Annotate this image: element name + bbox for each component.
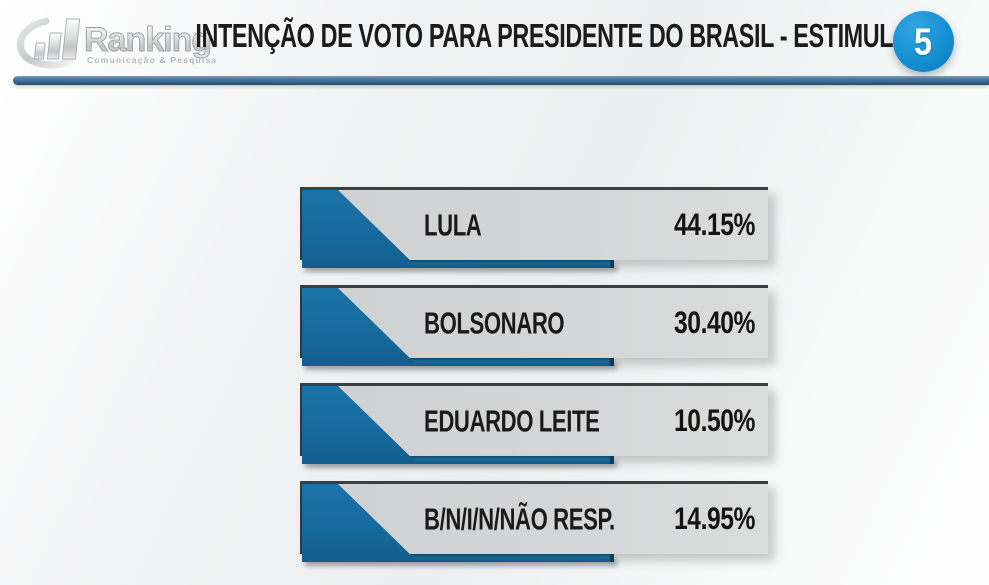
logo-tagline: Comunicação & Pesquisa (87, 55, 217, 65)
candidate-card: B/N/I/N/NÃO RESP. 14.95% (300, 481, 768, 562)
candidate-name: EDUARDO LEITE (424, 403, 600, 439)
card-underline-bar (302, 358, 614, 366)
card-flag-shape (302, 484, 418, 562)
card-underline-bar (302, 260, 614, 268)
ranking-logo: Ranking Comunicação & Pesquisa (12, 6, 227, 77)
logo-swoosh-icon (16, 17, 76, 69)
results-list: LULA 44.15% BOLSONARO 30.40% EDUARDO LEI… (300, 187, 770, 562)
candidate-percentage: 44.15% (674, 207, 755, 242)
candidate-card: BOLSONARO 30.40% (300, 285, 768, 366)
candidate-card: EDUARDO LEITE 10.50% (300, 383, 768, 464)
logo-wordmark: Ranking (84, 21, 211, 59)
card-underline-bar (302, 554, 614, 562)
card-flag-shape (302, 190, 418, 268)
logo-bars-icon (33, 18, 81, 60)
page-number: 5 (914, 19, 933, 63)
card-flag-shape (302, 386, 418, 464)
card-underline-bar (302, 456, 614, 464)
candidate-name: BOLSONARO (424, 305, 565, 341)
candidate-percentage: 30.40% (674, 305, 755, 340)
candidate-name: LULA (424, 207, 482, 243)
slide-title: INTENÇÃO DE VOTO PARA PRESIDENTE DO BRAS… (90, 18, 943, 54)
candidate-percentage: 14.95% (674, 501, 755, 536)
header-divider-bar (13, 76, 989, 85)
slide-title-text: INTENÇÃO DE VOTO PARA PRESIDENTE DO BRAS… (195, 18, 943, 55)
candidate-percentage: 10.50% (674, 403, 755, 438)
candidate-name: B/N/I/N/NÃO RESP. (424, 501, 615, 537)
page-number-badge: 5 (893, 11, 954, 72)
candidate-card: LULA 44.15% (300, 187, 768, 268)
card-flag-shape (302, 288, 418, 366)
ranking-logo-graphic: Ranking Comunicação & Pesquisa (16, 17, 217, 69)
